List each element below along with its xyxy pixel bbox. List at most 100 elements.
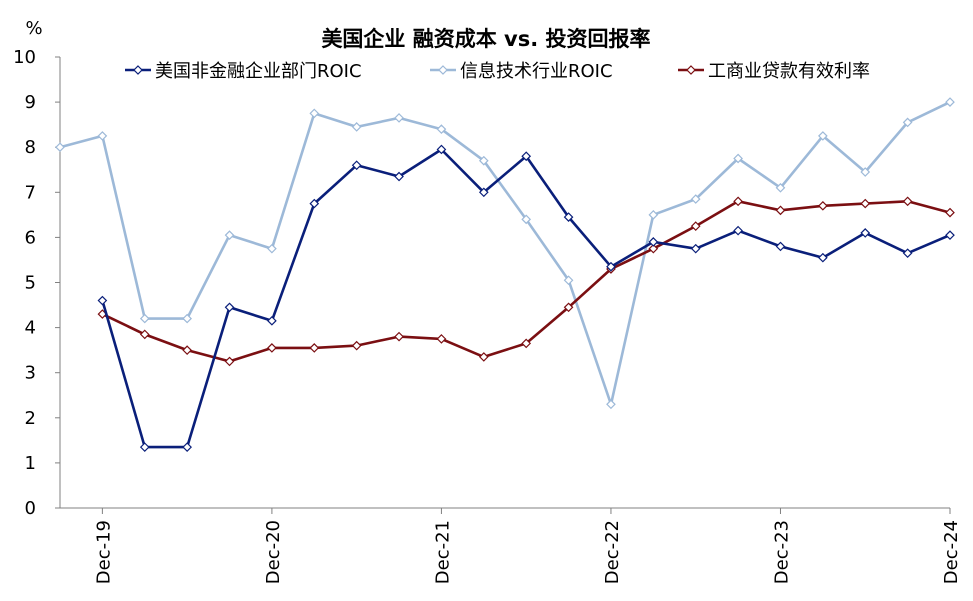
data-point-marker bbox=[224, 302, 235, 313]
data-point-marker bbox=[351, 122, 362, 132]
data-point-marker bbox=[690, 194, 701, 204]
data-point-marker bbox=[436, 144, 447, 155]
data-point-marker bbox=[394, 171, 404, 182]
data-point-marker bbox=[394, 331, 404, 342]
legend-marker bbox=[133, 65, 143, 75]
data-point-marker bbox=[733, 225, 743, 236]
series-3 bbox=[97, 196, 955, 367]
data-point-marker bbox=[733, 153, 743, 164]
data-point-marker bbox=[309, 108, 320, 119]
data-point-marker bbox=[139, 442, 150, 452]
data-point-marker bbox=[224, 230, 235, 240]
data-point-marker bbox=[902, 196, 913, 207]
data-point-marker bbox=[648, 237, 659, 247]
data-point-marker bbox=[945, 207, 955, 218]
data-point-marker bbox=[267, 243, 277, 254]
y-tick-label: 9 bbox=[25, 92, 36, 113]
legend: 美国非金融企业部门ROIC 信息技术行业ROIC 工商业贷款有效利率 bbox=[125, 61, 870, 82]
data-point-marker bbox=[690, 221, 701, 231]
y-tick-label: 1 bbox=[25, 453, 36, 474]
x-tick-label: Dec-20 bbox=[263, 520, 284, 584]
data-point-marker bbox=[648, 210, 659, 220]
data-point-marker bbox=[267, 315, 277, 326]
x-tick-label: Dec-24 bbox=[941, 520, 962, 584]
data-point-marker bbox=[860, 198, 871, 209]
data-point-marker bbox=[563, 302, 574, 313]
data-point-marker bbox=[309, 198, 320, 209]
legend-item: 信息技术行业ROIC bbox=[430, 61, 613, 82]
y-axis-unit-label: % bbox=[25, 18, 42, 39]
data-point-marker bbox=[97, 131, 108, 141]
data-point-marker bbox=[97, 295, 108, 306]
y-tick-label: 3 bbox=[25, 363, 36, 384]
y-tick-label: 0 bbox=[25, 498, 36, 519]
data-point-marker bbox=[775, 241, 786, 252]
series-1 bbox=[97, 144, 955, 452]
data-point-marker bbox=[521, 214, 532, 225]
y-tick-label: 10 bbox=[13, 47, 36, 68]
data-point-marker bbox=[478, 155, 489, 166]
data-point-marker bbox=[436, 124, 447, 135]
data-point-marker bbox=[945, 230, 955, 240]
y-tick-label: 7 bbox=[25, 182, 36, 203]
series-line bbox=[101, 148, 951, 449]
data-point-marker bbox=[351, 340, 362, 351]
series-layer bbox=[55, 97, 955, 452]
data-point-marker bbox=[945, 97, 955, 107]
data-point-marker bbox=[182, 313, 192, 324]
legend-marker bbox=[438, 65, 448, 75]
series-line bbox=[101, 200, 951, 363]
series-line bbox=[59, 100, 951, 406]
axes: 0 1 2 3 4 5 6 7 8 9 10 Dec-19 Dec-20 Dec-21 Dec-22 Dec-… bbox=[13, 47, 962, 584]
data-point-marker bbox=[733, 196, 743, 207]
legend-label: 工商业贷款有效利率 bbox=[708, 61, 870, 82]
data-point-marker bbox=[521, 151, 532, 162]
data-point-marker bbox=[55, 142, 65, 153]
data-point-marker bbox=[521, 338, 532, 349]
data-point-marker bbox=[818, 252, 828, 263]
data-point-marker bbox=[139, 329, 150, 340]
data-point-marker bbox=[563, 275, 574, 286]
data-point-marker bbox=[902, 248, 913, 259]
series-2 bbox=[55, 97, 955, 410]
y-tick-label: 4 bbox=[25, 318, 36, 339]
data-point-marker bbox=[818, 131, 828, 141]
y-tick-label: 8 bbox=[25, 137, 36, 158]
legend-label: 美国非金融企业部门ROIC bbox=[155, 61, 362, 82]
data-point-marker bbox=[478, 187, 489, 198]
data-point-marker bbox=[606, 261, 616, 272]
chart-title: 美国企业 融资成本 vs. 投资回报率 bbox=[321, 27, 650, 51]
data-point-marker bbox=[267, 343, 277, 353]
data-point-marker bbox=[139, 313, 150, 324]
data-point-marker bbox=[224, 356, 235, 367]
y-tick-label: 6 bbox=[25, 227, 36, 248]
legend-item: 美国非金融企业部门ROIC bbox=[125, 61, 362, 82]
data-point-marker bbox=[775, 182, 786, 193]
y-tick-label: 5 bbox=[25, 273, 36, 294]
data-point-marker bbox=[775, 205, 786, 216]
legend-item: 工商业贷款有效利率 bbox=[678, 61, 870, 82]
data-point-marker bbox=[860, 228, 871, 238]
data-point-marker bbox=[351, 160, 362, 171]
data-point-marker bbox=[309, 343, 320, 353]
data-point-marker bbox=[606, 399, 616, 410]
x-tick-label: Dec-21 bbox=[432, 520, 453, 584]
legend-label: 信息技术行业ROIC bbox=[460, 61, 613, 82]
data-point-marker bbox=[478, 352, 489, 362]
y-tick-label: 2 bbox=[25, 408, 36, 429]
x-tick-label: Dec-22 bbox=[602, 520, 623, 584]
data-point-marker bbox=[648, 243, 659, 254]
data-point-marker bbox=[902, 117, 913, 128]
data-point-marker bbox=[563, 212, 574, 222]
data-point-marker bbox=[690, 243, 701, 254]
data-point-marker bbox=[436, 334, 447, 344]
data-point-marker bbox=[182, 345, 192, 355]
data-point-marker bbox=[818, 200, 828, 211]
data-point-marker bbox=[860, 167, 871, 177]
x-tick-label: Dec-23 bbox=[771, 520, 792, 584]
legend-marker bbox=[686, 65, 696, 75]
x-tick-label: Dec-19 bbox=[93, 520, 114, 584]
data-point-marker bbox=[394, 113, 404, 123]
data-point-marker bbox=[182, 442, 192, 452]
